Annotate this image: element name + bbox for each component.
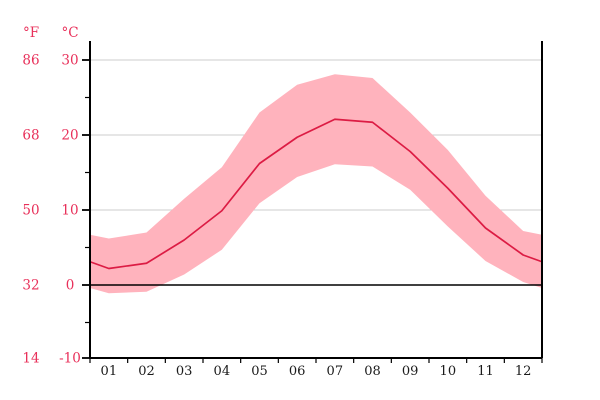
month-tick-label: 12 bbox=[515, 364, 532, 379]
month-tick-label: 02 bbox=[138, 364, 155, 379]
month-tick-label: 01 bbox=[101, 364, 118, 379]
month-tick-label: 05 bbox=[251, 364, 268, 379]
fahrenheit-tick-label: 14 bbox=[22, 351, 39, 367]
month-tick-label: 07 bbox=[327, 364, 344, 379]
mean-temperature-line bbox=[89, 118, 543, 270]
month-tick-label: 09 bbox=[402, 364, 419, 379]
month-tick-label: 10 bbox=[440, 364, 457, 379]
celsius-tick-label: 0 bbox=[66, 278, 75, 294]
fahrenheit-tick-label: 32 bbox=[22, 278, 39, 294]
month-tick-label: 04 bbox=[214, 364, 231, 379]
celsius-axis-header: °C bbox=[61, 25, 78, 41]
month-tick-label: 03 bbox=[176, 364, 193, 379]
month-tick-label: 11 bbox=[477, 364, 494, 379]
fahrenheit-axis-header: °F bbox=[23, 25, 39, 41]
fahrenheit-tick-label: 68 bbox=[22, 128, 39, 144]
celsius-tick-label: 20 bbox=[61, 128, 78, 144]
celsius-tick-label: 10 bbox=[61, 203, 78, 219]
fahrenheit-tick-label: 86 bbox=[22, 53, 39, 69]
celsius-tick-label: -10 bbox=[59, 351, 81, 367]
celsius-tick-label: 30 bbox=[61, 53, 78, 69]
month-tick-label: 08 bbox=[364, 364, 381, 379]
month-tick-label: 06 bbox=[289, 364, 306, 379]
fahrenheit-tick-label: 50 bbox=[22, 203, 39, 219]
temperature-range-band bbox=[90, 74, 542, 294]
